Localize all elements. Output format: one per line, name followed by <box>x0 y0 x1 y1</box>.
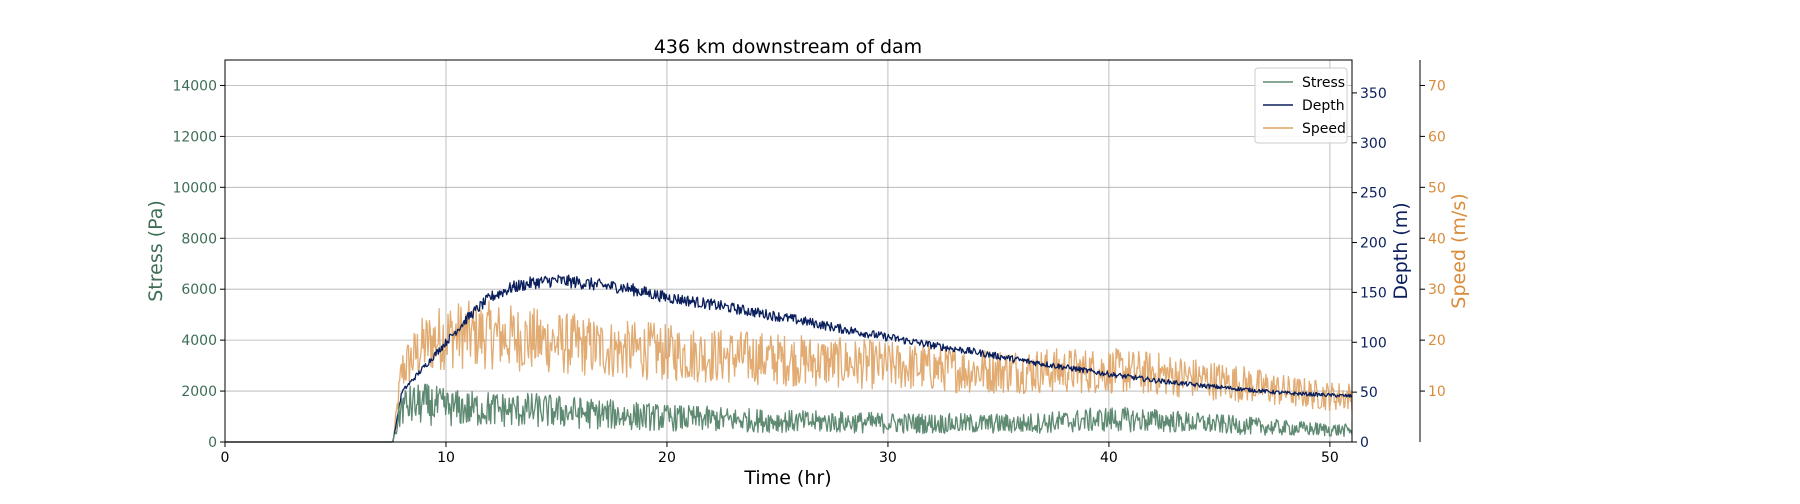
depth-axis-label: Depth (m) <box>1390 202 1412 299</box>
legend-label-depth: Depth <box>1302 98 1345 114</box>
speed-tick-label: 60 <box>1428 129 1446 145</box>
speed-tick-label: 20 <box>1428 333 1446 349</box>
legend-box <box>1254 67 1348 144</box>
x-tick-label: 20 <box>658 450 676 466</box>
speed-tick-label: 40 <box>1428 231 1446 247</box>
stress-axis-label: Stress (Pa) <box>145 200 167 302</box>
depth-tick-label: 350 <box>1360 86 1387 102</box>
x-tick-label: 0 <box>221 450 230 466</box>
legend: Stress Depth Speed <box>1254 67 1348 144</box>
series-lines <box>225 274 1353 443</box>
x-tick-label: 50 <box>1321 450 1339 466</box>
plot-frame <box>224 59 1353 443</box>
x-tick-label: 10 <box>437 450 455 466</box>
x-tick-label: 40 <box>1100 450 1118 466</box>
stress-tick-label: 6000 <box>181 282 217 298</box>
legend-label-stress: Stress <box>1302 75 1345 91</box>
stress-tick-label: 12000 <box>172 129 217 145</box>
series-line-speed <box>225 300 1353 443</box>
x-tick-label: 30 <box>879 450 897 466</box>
depth-tick-label: 200 <box>1360 236 1387 252</box>
legend-label-speed: Speed <box>1302 121 1346 137</box>
depth-tick-label: 100 <box>1360 335 1387 351</box>
depth-tick-label: 50 <box>1360 385 1378 401</box>
depth-tick-label: 250 <box>1360 186 1387 202</box>
speed-tick-label: 10 <box>1428 384 1446 400</box>
speed-axis-label: Speed (m/s) <box>1448 193 1470 308</box>
stress-tick-label: 0 <box>208 435 217 451</box>
depth-tick-label: 300 <box>1360 136 1387 152</box>
stress-tick-label: 14000 <box>172 78 217 94</box>
ticks: 0 10 20 30 40 5002000400060008000100001200014… <box>172 60 1446 466</box>
speed-tick-label: 30 <box>1428 282 1446 298</box>
stress-tick-label: 10000 <box>172 180 217 196</box>
speed-tick-label: 70 <box>1428 78 1446 94</box>
x-axis-label: Time (hr) <box>743 467 831 489</box>
stress-tick-label: 2000 <box>181 384 217 400</box>
series-line-depth <box>225 274 1353 443</box>
stress-tick-label: 4000 <box>181 333 217 349</box>
series-line-stress <box>225 383 1353 443</box>
depth-tick-label: 0 <box>1360 435 1369 451</box>
chart-title: 436 km downstream of dam <box>654 36 922 58</box>
depth-tick-label: 150 <box>1360 285 1387 301</box>
speed-tick-label: 50 <box>1428 180 1446 196</box>
stress-tick-label: 8000 <box>181 231 217 247</box>
